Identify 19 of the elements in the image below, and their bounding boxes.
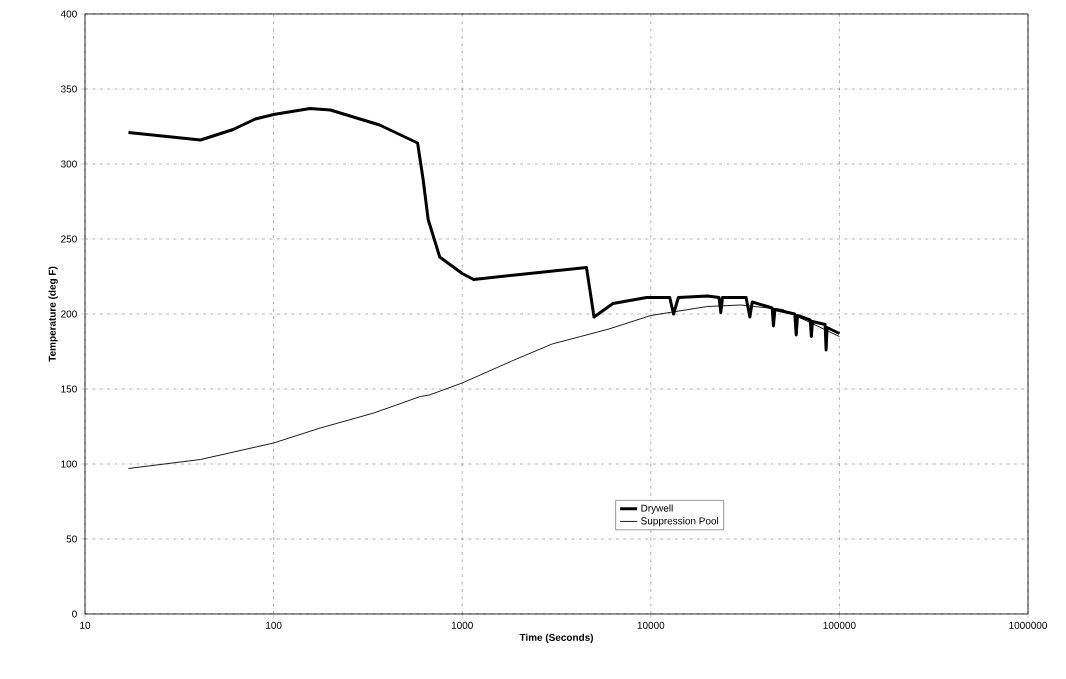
x-tick-label: 10000 bbox=[637, 621, 665, 629]
y-tick-label: 400 bbox=[60, 10, 77, 18]
y-tick-label: 200 bbox=[61, 310, 77, 318]
x-axis-title: Time (Seconds) bbox=[519, 633, 594, 643]
legend-label: Drywell bbox=[641, 504, 673, 514]
y-tick-label: 0 bbox=[72, 610, 77, 618]
y-tick-label: 50 bbox=[66, 535, 77, 543]
y-tick-label: 100 bbox=[61, 460, 77, 468]
x-tick-label: 1000000 bbox=[1009, 621, 1048, 629]
legend-label: Suppression Pool bbox=[641, 517, 719, 527]
y-tick-label: 300 bbox=[61, 160, 77, 168]
y-tick-label: 350 bbox=[61, 85, 77, 93]
x-tick-label: 10 bbox=[80, 621, 91, 629]
x-tick-label: 100000 bbox=[823, 621, 856, 629]
y-tick-label: 250 bbox=[61, 235, 77, 243]
x-tick-label: 100 bbox=[266, 621, 282, 629]
y-axis-title: Temperature (deg F) bbox=[48, 266, 58, 362]
y-tick-label: 150 bbox=[61, 385, 77, 393]
x-tick-label: 1000 bbox=[451, 621, 473, 629]
